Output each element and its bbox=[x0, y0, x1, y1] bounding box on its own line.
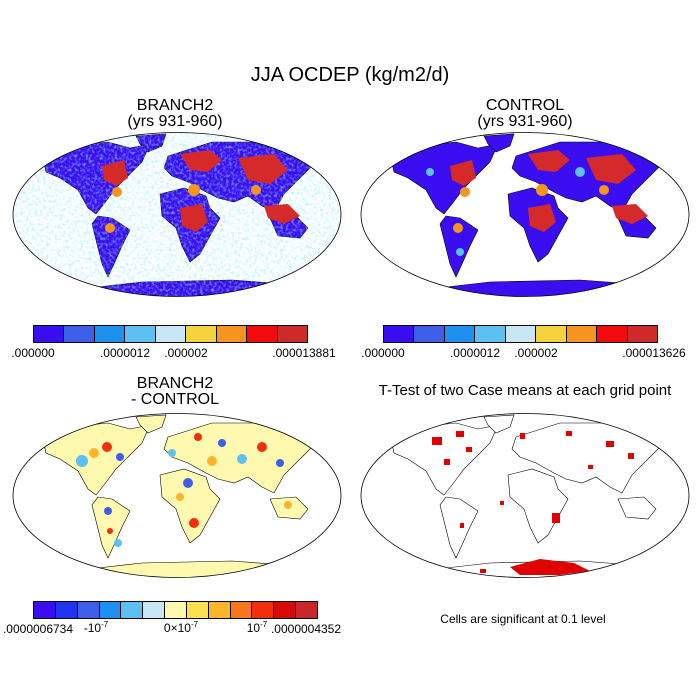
diff-tick-min: .0000006734 bbox=[2, 622, 74, 636]
colorbar-swatch bbox=[34, 602, 56, 618]
control-tick-min: .000000 bbox=[361, 346, 405, 360]
branch-tick-low: .0000012 bbox=[99, 346, 151, 360]
colorbar-swatch bbox=[252, 602, 275, 618]
colorbar-swatch bbox=[296, 602, 317, 618]
colorbar-swatch bbox=[121, 602, 144, 618]
diff-colorbar bbox=[33, 601, 318, 619]
control-title-line1: CONTROL bbox=[485, 97, 565, 114]
colorbar-swatch bbox=[505, 326, 537, 342]
diff-tick-pos: 10-7 bbox=[246, 620, 268, 635]
colorbar-swatch bbox=[143, 602, 166, 618]
colorbar-swatch bbox=[414, 326, 445, 342]
control-colorbar bbox=[383, 325, 658, 343]
branch-map bbox=[12, 132, 342, 297]
figure-title: JJA OCDEP (kg/m2/d) bbox=[250, 64, 450, 86]
control-tick-low: .0000012 bbox=[449, 346, 501, 360]
diff-tick-zero: 0×10-7 bbox=[163, 620, 199, 635]
colorbar-swatch bbox=[444, 326, 476, 342]
colorbar-swatch bbox=[34, 326, 65, 342]
control-title-line2: (yrs 931-960) bbox=[477, 113, 573, 130]
diff-map bbox=[12, 413, 342, 578]
branch-colorbar bbox=[33, 325, 308, 343]
colorbar-swatch bbox=[208, 602, 231, 618]
control-tick-max: .000013626 bbox=[622, 346, 686, 360]
colorbar-swatch bbox=[536, 326, 567, 342]
control-panel-title: CONTROL (yrs 931-960) bbox=[375, 98, 675, 130]
control-tick-mid: .000002 bbox=[514, 346, 558, 360]
ttest-map bbox=[360, 413, 690, 578]
branch-title-line2: (yrs 931-960) bbox=[127, 113, 223, 130]
branch-tick-max: .000013881 bbox=[272, 346, 336, 360]
branch-tick-mid: .000002 bbox=[164, 346, 208, 360]
colorbar-swatch bbox=[597, 326, 628, 342]
branch-tick-min: .000000 bbox=[11, 346, 55, 360]
colorbar-swatch bbox=[186, 326, 217, 342]
colorbar-swatch bbox=[77, 602, 100, 618]
diff-title-line1: BRANCH2 bbox=[136, 375, 214, 392]
colorbar-swatch bbox=[165, 602, 187, 618]
colorbar-swatch bbox=[566, 326, 598, 342]
colorbar-swatch bbox=[247, 326, 278, 342]
colorbar-swatch bbox=[94, 326, 126, 342]
colorbar-swatch bbox=[55, 602, 78, 618]
control-map bbox=[360, 132, 690, 297]
ttest-panel-title: T-Test of two Case means at each grid po… bbox=[350, 383, 700, 399]
diff-panel-title: BRANCH2 - CONTROL bbox=[25, 376, 325, 408]
colorbar-swatch bbox=[216, 326, 248, 342]
diff-tick-max: .0000004352 bbox=[270, 622, 342, 636]
colorbar-swatch bbox=[99, 602, 122, 618]
colorbar-swatch bbox=[475, 326, 506, 342]
colorbar-swatch bbox=[230, 602, 253, 618]
branch-panel-title: BRANCH2 (yrs 931-960) bbox=[25, 98, 325, 130]
colorbar-swatch bbox=[155, 326, 187, 342]
diff-tick-neg: -10-7 bbox=[83, 620, 109, 635]
colorbar-swatch bbox=[186, 602, 209, 618]
colorbar-swatch bbox=[125, 326, 156, 342]
colorbar-swatch bbox=[274, 602, 297, 618]
colorbar-swatch bbox=[384, 326, 415, 342]
colorbar-swatch bbox=[64, 326, 95, 342]
branch-title-line1: BRANCH2 bbox=[136, 97, 214, 114]
significance-note: Cells are significant at 0.1 level bbox=[440, 612, 606, 626]
colorbar-swatch bbox=[627, 326, 657, 342]
colorbar-swatch bbox=[277, 326, 307, 342]
ttest-title-line1: T-Test of two Case means at each grid po… bbox=[378, 382, 672, 399]
diff-title-line2: - CONTROL bbox=[131, 391, 219, 408]
